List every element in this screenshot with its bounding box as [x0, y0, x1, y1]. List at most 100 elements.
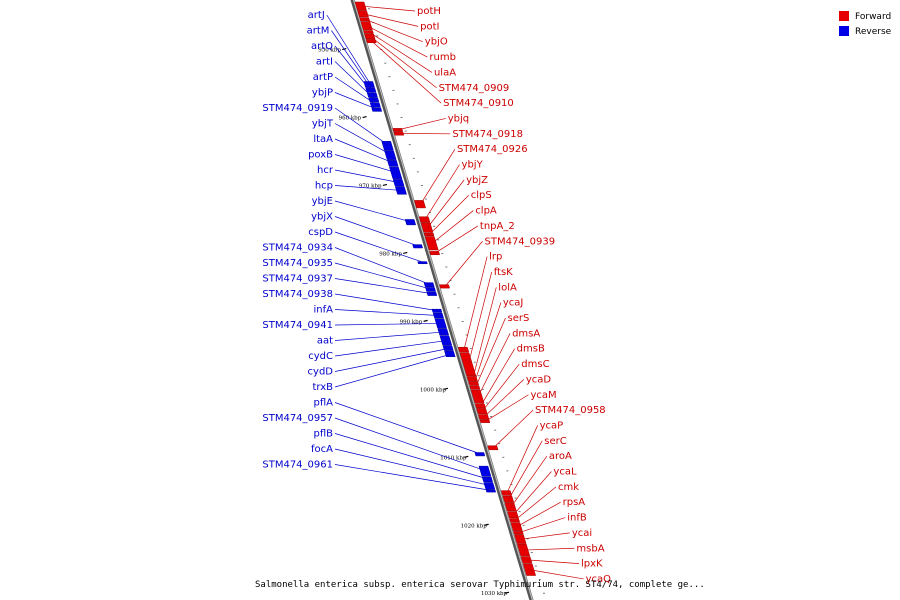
- gene-label: ycaJ: [503, 298, 523, 309]
- legend-reverse-label: Reverse: [855, 27, 892, 37]
- reverse-gene-block: [474, 452, 486, 457]
- scale-tick: [382, 183, 388, 187]
- gene-label: ftsK: [494, 267, 513, 278]
- forward-gene-block: [476, 408, 488, 415]
- label-leader-line: [480, 348, 515, 406]
- label-leader-line: [366, 25, 428, 58]
- label-leader-line: [334, 45, 375, 96]
- scale-tick: [464, 455, 469, 458]
- label-leader-line: [334, 262, 433, 290]
- gene-label: STM474_0957: [262, 413, 333, 424]
- scale-label: 1020 kbp: [461, 523, 488, 529]
- legend: Forward Reverse: [839, 11, 892, 37]
- forward-gene-block: [423, 232, 435, 237]
- gene-label: potI: [420, 21, 439, 32]
- forward-gene-block: [470, 389, 485, 404]
- label-leader-line: [334, 61, 376, 101]
- reverse-gene-block: [366, 92, 378, 98]
- label-leader-line: [334, 169, 401, 184]
- gene-label: trxB: [312, 382, 333, 393]
- forward-gene-block: [393, 131, 405, 136]
- forward-gene-block: [479, 419, 491, 423]
- gene-label: aroA: [549, 451, 572, 462]
- gene-label: dmsC: [521, 359, 549, 370]
- reverse-gene-block: [404, 219, 417, 226]
- gene-label: artM: [307, 26, 330, 37]
- label-leader-line: [518, 517, 566, 534]
- gene-label: potH: [417, 6, 441, 17]
- gene-label: ycaD: [526, 374, 552, 385]
- label-leader-line: [334, 92, 379, 111]
- reverse-gene-block: [444, 351, 456, 357]
- forward-gene-block: [414, 200, 426, 209]
- backbone-highlight: [352, 0, 534, 600]
- gene-label: ycaQ: [586, 574, 612, 585]
- label-leader-line: [334, 123, 393, 156]
- genome-backbone-group: [350, 0, 534, 600]
- forward-gene-block: [504, 502, 517, 512]
- label-leader-line: [361, 5, 416, 12]
- gene-label: ybjX: [311, 212, 333, 223]
- backbone-line: [350, 0, 534, 600]
- label-leader-line: [334, 216, 420, 247]
- gene-label: STM474_0919: [262, 103, 333, 114]
- forward-gene-block: [459, 352, 477, 376]
- label-leader-line: [516, 501, 561, 527]
- label-leader-line: [483, 379, 525, 418]
- label-leader-line: [334, 293, 439, 312]
- forward-gene-block: [418, 216, 431, 223]
- label-leader-line: [431, 210, 474, 244]
- gene-label: focA: [311, 444, 333, 455]
- scale-label: 1010 kbp: [440, 455, 467, 461]
- label-leader-line: [334, 154, 398, 174]
- gene-label: STM474_0938: [262, 289, 333, 300]
- label-leader-line: [334, 353, 452, 388]
- gene-label: STM474_0926: [457, 144, 528, 155]
- label-leader-line: [475, 317, 506, 388]
- legend-reverse-swatch: [839, 26, 849, 36]
- gene-label: ybjY: [462, 160, 484, 171]
- gene-label: STM474_0939: [485, 236, 556, 247]
- label-leader-line: [429, 194, 469, 235]
- label-leader-line: [529, 569, 584, 580]
- label-leader-line: [510, 455, 548, 508]
- forward-gene-block: [420, 222, 434, 233]
- label-leader-line: [524, 547, 575, 551]
- gene-label: pflB: [313, 429, 333, 440]
- label-leader-line: [334, 448, 491, 487]
- label-leader-line: [334, 402, 482, 455]
- scale-tick: [504, 591, 510, 594]
- reverse-gene-block: [478, 465, 492, 477]
- scale-label: 990 kbp: [400, 319, 423, 325]
- label-leader-line: [424, 164, 460, 220]
- forward-gene-block: [478, 414, 490, 420]
- forward-gene-block: [457, 346, 470, 353]
- label-leader-line: [468, 271, 493, 365]
- gene-label: poxB: [308, 150, 333, 161]
- label-leader-line: [526, 559, 580, 564]
- forward-gene-block: [500, 490, 513, 496]
- scale-label: 980 kbp: [379, 251, 402, 257]
- label-leader-line: [334, 185, 403, 191]
- label-leader-line: [463, 256, 488, 350]
- forward-gene-block: [357, 10, 369, 18]
- forward-gene-block: [360, 21, 373, 31]
- label-leader-line: [334, 323, 443, 326]
- label-leader-line: [334, 138, 395, 164]
- label-leader-line: [334, 278, 434, 295]
- gene-label: hcr: [317, 165, 334, 176]
- label-leader-line: [363, 13, 419, 27]
- label-leader-line: [334, 340, 448, 357]
- forward-gene-block: [429, 251, 441, 256]
- gene-label: ybjE: [312, 196, 333, 207]
- gene-label: STM474_0958: [535, 405, 606, 416]
- label-leader-line: [370, 36, 437, 89]
- scale-label: 970 kbp: [359, 183, 382, 189]
- gene-label: ulaA: [434, 67, 456, 78]
- forward-gene-block: [507, 511, 519, 519]
- label-leader-line: [334, 247, 431, 286]
- label-leader-line: [477, 333, 511, 397]
- gene-labels-group: potH potI ybjO rumb ulaA STM474_0909 STM474_09…: [262, 6, 611, 585]
- gene-label: clpA: [475, 206, 497, 217]
